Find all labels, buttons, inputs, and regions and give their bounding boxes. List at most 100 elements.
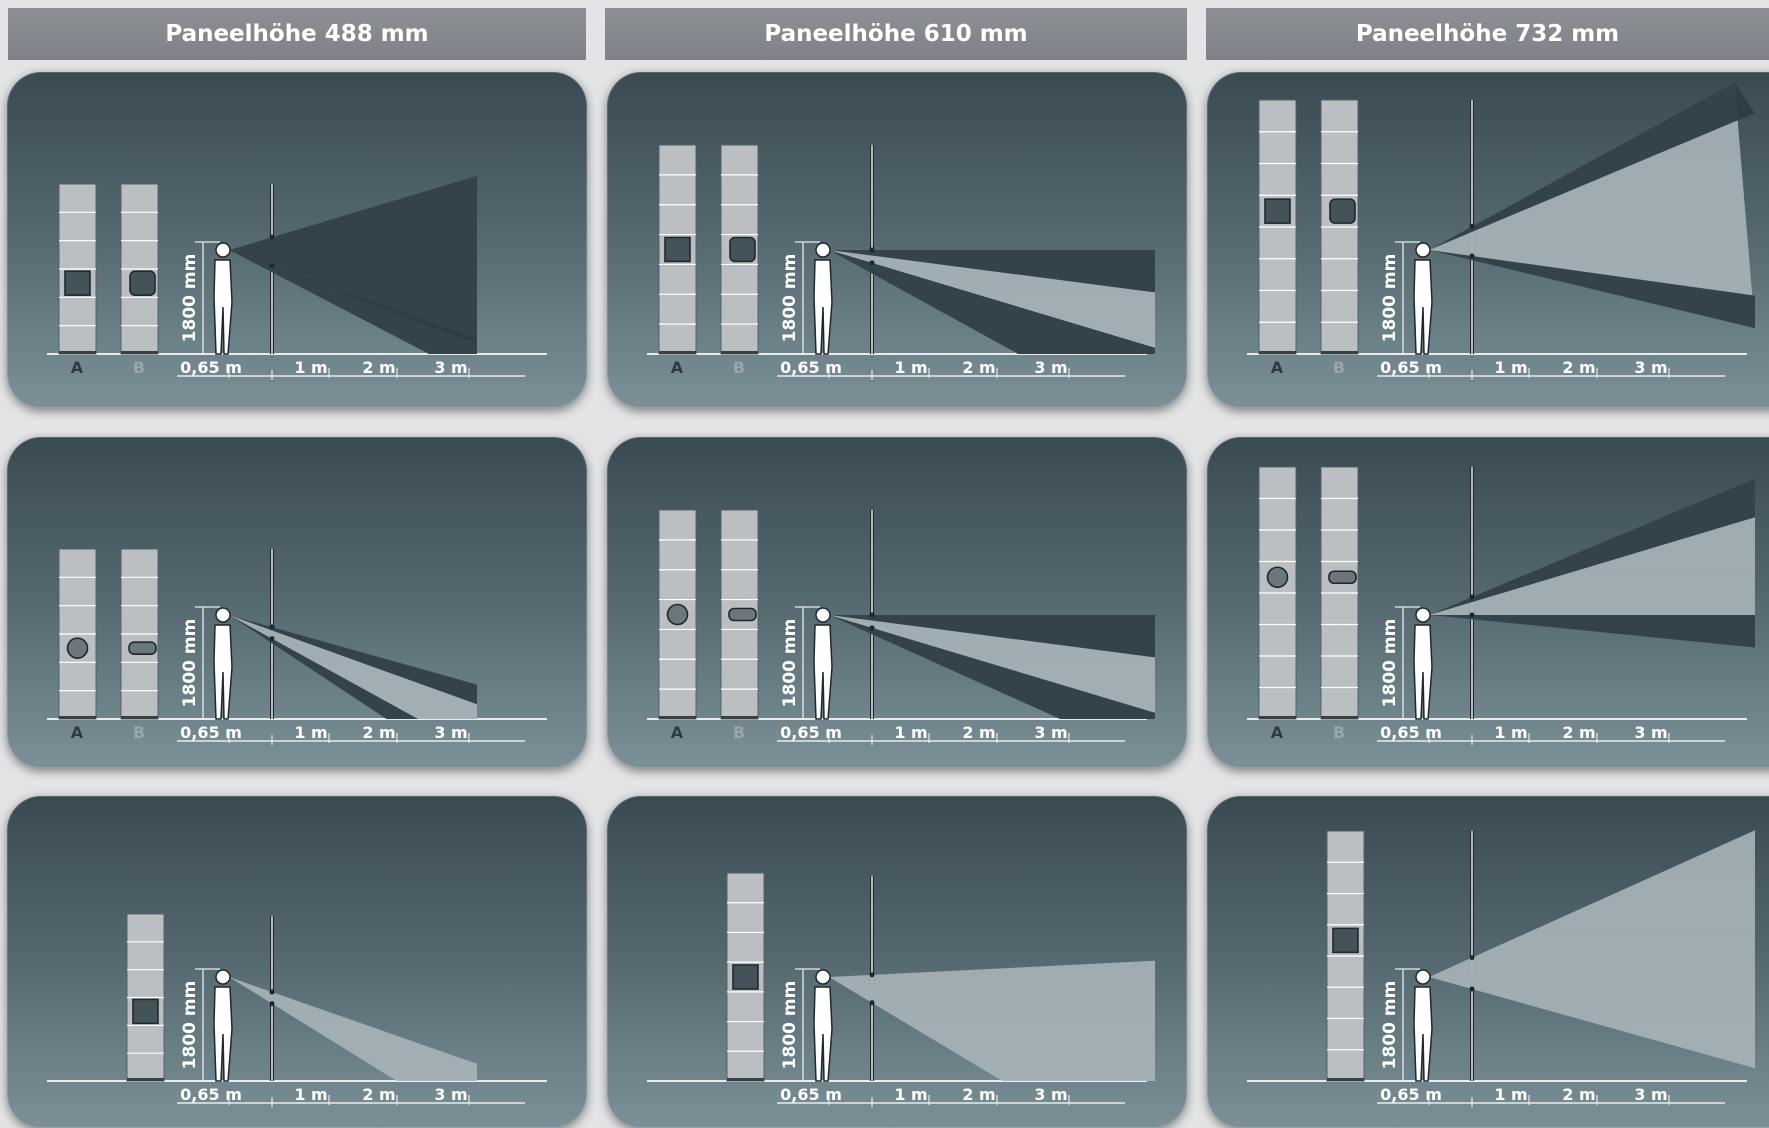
header-610: Paneelhöhe 610 mm [605, 8, 1187, 60]
viewing-angle-diagram: A B 1800 mm 0,65 m 1 m 2 m 3 m [1247, 82, 1755, 380]
person-body [813, 624, 833, 720]
person-head [215, 969, 231, 985]
person-head [815, 607, 831, 623]
module-a [126, 913, 165, 1082]
distance-label-2: 2 m [1562, 358, 1595, 377]
module-a [58, 183, 97, 355]
view-cone-edge [1429, 615, 1755, 648]
distance-label-3: 3 m [434, 358, 467, 377]
distance-label-1: 1 m [1494, 723, 1527, 742]
person-head [215, 242, 231, 258]
module-b [120, 548, 159, 720]
module-base [721, 351, 758, 354]
person-head [815, 242, 831, 258]
module-b [720, 509, 759, 720]
camera-icon [64, 270, 91, 296]
person-body [813, 259, 833, 355]
wall-marker [1469, 253, 1475, 259]
distance-label-3: 3 m [1034, 358, 1067, 377]
label-b: B [133, 358, 145, 377]
wall-marker [269, 234, 275, 240]
module-base [1327, 1078, 1364, 1081]
person-body [213, 624, 233, 720]
wall-marker [1469, 594, 1475, 600]
viewing-angle-diagram: A B 1800 mm 0,65 m 1 m 2 m 3 m [47, 175, 547, 380]
person-icon [1413, 607, 1433, 720]
module-base [121, 351, 158, 354]
distance-label-3: 3 m [434, 1085, 467, 1104]
distance-label-2: 2 m [362, 1085, 395, 1104]
view-cone-edge [829, 250, 1155, 293]
person-head [1415, 242, 1431, 258]
distance-label-1: 1 m [894, 358, 927, 377]
distance-label-1: 1 m [294, 1085, 327, 1104]
module-a [726, 872, 765, 1082]
module-b [1320, 466, 1359, 720]
wall-marker [269, 636, 275, 642]
distance-label-1: 1 m [894, 1085, 927, 1104]
label-b: B [133, 723, 145, 742]
distance-label-1: 1 m [294, 723, 327, 742]
diagram-panel: 1800 mm 0,65 m 1 m 2 m 3 m [607, 796, 1187, 1128]
viewing-angle-diagram: A B 1800 mm 0,65 m 1 m 2 m 3 m [647, 509, 1155, 745]
distance-label-0: 0,65 m [780, 723, 842, 742]
camera-icon [1332, 927, 1359, 954]
view-cone [1429, 830, 1755, 1069]
distance-label-1: 1 m [1494, 358, 1527, 377]
distance-label-0: 0,65 m [780, 358, 842, 377]
view-cone-edge [829, 615, 1155, 719]
person-body [213, 259, 233, 355]
header-732: Paneelhöhe 732 mm [1206, 8, 1769, 60]
person-icon [813, 242, 833, 355]
distance-label-0: 0,65 m [780, 1085, 842, 1104]
view-cone [229, 615, 477, 719]
label-a: A [1271, 723, 1284, 742]
diagram-panel: A B 1800 mm 0,65 m 1 m 2 m 3 m [607, 437, 1187, 768]
label-a: A [1271, 358, 1284, 377]
camera-icon [66, 637, 89, 659]
person-icon [213, 242, 233, 355]
distance-label-2: 2 m [962, 1085, 995, 1104]
height-label: 1800 mm [180, 981, 200, 1070]
label-a: A [671, 358, 684, 377]
module-base [1321, 351, 1358, 354]
distance-label-0: 0,65 m [1380, 1085, 1442, 1104]
module-base [659, 716, 696, 719]
person-head [1415, 969, 1431, 985]
module-base [1259, 351, 1296, 354]
viewing-angle-diagram: 1800 mm 0,65 m 1 m 2 m 3 m [647, 872, 1155, 1107]
camera-icon [1328, 570, 1357, 585]
header-488: Paneelhöhe 488 mm [8, 8, 586, 60]
view-cone-edge [829, 250, 1155, 354]
viewing-angle-diagram: A B 1800 mm 0,65 m 1 m 2 m 3 m [647, 144, 1155, 380]
module-base [121, 716, 158, 719]
wall-marker [269, 1001, 275, 1007]
module-a [1258, 99, 1297, 355]
viewing-angle-diagram: 1800 mm 0,65 m 1 m 2 m 3 m [1247, 830, 1755, 1107]
height-label: 1800 mm [180, 254, 200, 343]
distance-label-3: 3 m [434, 723, 467, 742]
view-cone-edge [1429, 82, 1755, 250]
person-icon [813, 969, 833, 1082]
module-base [721, 716, 758, 719]
view-cone-edge [1429, 478, 1755, 615]
distance-label-2: 2 m [1562, 723, 1595, 742]
module-a [658, 509, 697, 720]
view-cone-edge [1429, 250, 1755, 329]
camera-icon [1264, 198, 1291, 224]
person-icon [1413, 969, 1433, 1082]
wall-marker [869, 612, 875, 618]
wall-marker [1469, 986, 1475, 992]
view-cone-edge [229, 615, 419, 719]
wall-marker [869, 260, 875, 266]
viewing-angle-diagram: A B 1800 mm 0,65 m 1 m 2 m 3 m [47, 548, 547, 745]
distance-label-0: 0,65 m [180, 723, 242, 742]
wall-marker [269, 624, 275, 630]
module-base [127, 1078, 164, 1081]
distance-label-0: 0,65 m [180, 1085, 242, 1104]
camera-icon [664, 236, 691, 263]
person-body [813, 986, 833, 1082]
height-label: 1800 mm [180, 619, 200, 708]
wall-marker [269, 262, 275, 268]
diagram-panel: A B 1800 mm 0,65 m 1 m 2 m 3 m [1207, 72, 1769, 408]
